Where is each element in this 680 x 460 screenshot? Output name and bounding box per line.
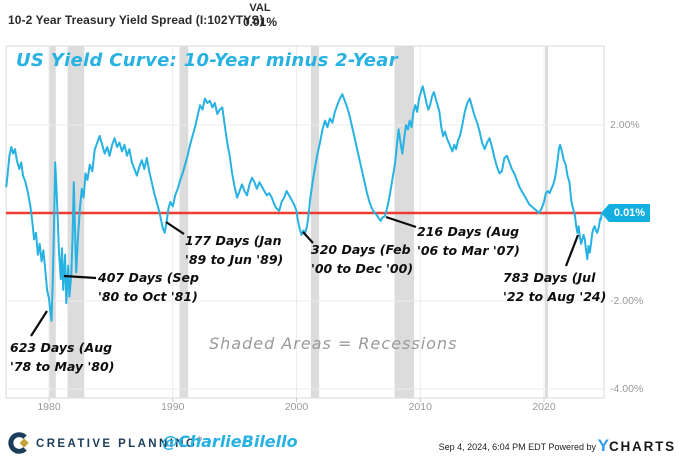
x-axis-label: 1990 xyxy=(161,401,185,413)
val-value: 0.01% xyxy=(242,15,278,29)
ycharts-y: Y xyxy=(597,436,609,455)
annotation-leader xyxy=(564,234,580,267)
recession-band xyxy=(544,46,549,398)
y-axis-label: -2.00% xyxy=(610,295,644,307)
plot-border xyxy=(5,45,605,399)
last-value-badge: 0.01% xyxy=(601,204,650,222)
annotation-callout: 407 Days (Sep '80 to Oct '81) xyxy=(98,270,199,304)
recession-band xyxy=(49,46,56,398)
brand-text: CREATIVE PLANNING xyxy=(36,438,198,450)
creative-planning-logo-icon xyxy=(8,432,29,454)
spread-line xyxy=(5,85,603,322)
val-block: VAL 0.01% xyxy=(228,2,292,29)
x-axis-label: 2020 xyxy=(532,401,556,413)
ycharts-logo: YCHARTS xyxy=(598,436,676,456)
annotation-leader xyxy=(302,231,314,244)
timestamp-powered-by: Sep 4, 2024, 6:04 PM EDT Powered by xyxy=(438,442,596,452)
y-axis-label: 2.00% xyxy=(610,119,640,131)
annotation-callout: 320 Days (Feb '00 to Dec '00) xyxy=(311,242,414,276)
annotation-leader xyxy=(63,274,97,280)
annotation-callout: 623 Days (Aug '78 to May '80) xyxy=(10,340,115,374)
annotation-callout: 783 Days (Jul '22 to Aug '24) xyxy=(503,270,607,304)
val-label: VAL xyxy=(249,2,271,14)
recession-band xyxy=(179,46,189,398)
x-axis-label: 1980 xyxy=(37,401,61,413)
annotation-leader xyxy=(385,215,417,229)
author-handle: @CharlieBilello xyxy=(162,432,298,451)
x-axis-label: 2000 xyxy=(284,401,309,413)
registered-mark: ® xyxy=(197,437,202,443)
footer: CREATIVE PLANNING® @CharlieBilello Sep 4… xyxy=(0,424,680,460)
recession-band xyxy=(310,46,320,398)
y-axis-label: -4.00% xyxy=(610,383,644,395)
recessions-note: Shaded Areas = Recessions xyxy=(209,334,458,353)
creative-planning-wordmark: CREATIVE PLANNING® xyxy=(36,437,202,450)
recession-band xyxy=(67,46,85,398)
ycharts-charts: CHARTS xyxy=(608,439,676,454)
annotation-callout: 216 Days (Aug '06 to Mar '07) xyxy=(417,224,520,258)
x-axis-label: 2010 xyxy=(408,401,432,413)
series-label: 10-2 Year Treasury Yield Spread (I:102YT… xyxy=(8,13,264,27)
annotation-leader xyxy=(30,310,48,337)
annotation-callout: 177 Days (Jan '89 to Jun '89) xyxy=(185,233,284,267)
annotation-leader xyxy=(165,221,185,235)
chart-title: US Yield Curve: 10-Year minus 2-Year xyxy=(16,50,398,71)
